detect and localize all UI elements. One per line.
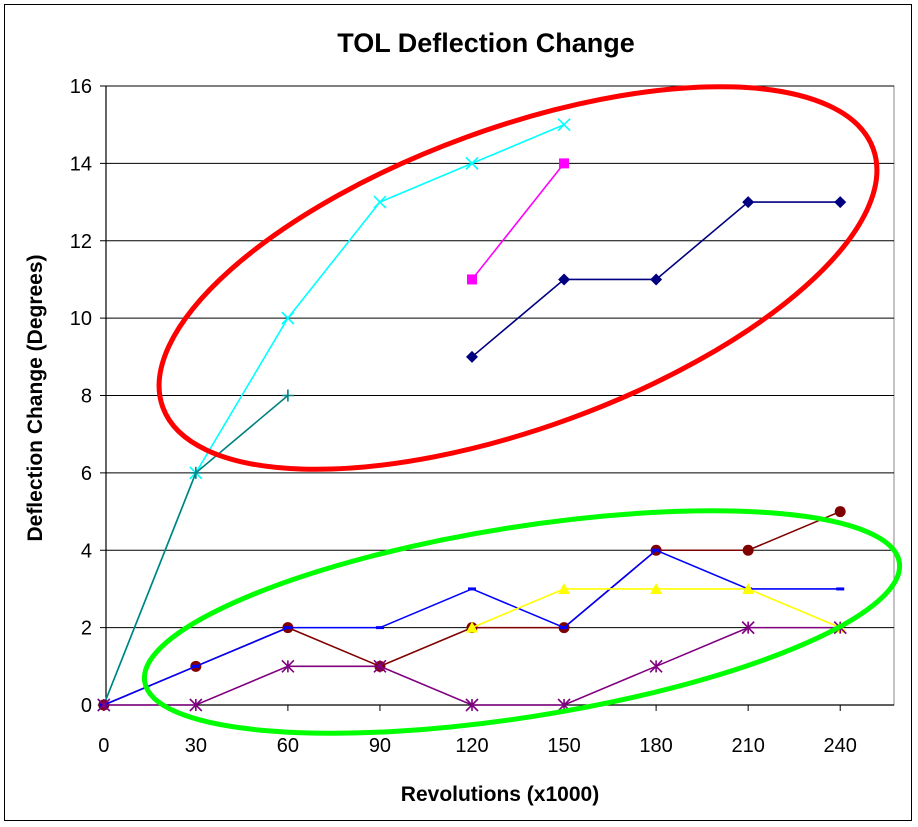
series-asterisk-point bbox=[97, 698, 111, 712]
y-tick-label: 6 bbox=[81, 463, 92, 485]
series-diamond-point bbox=[650, 273, 663, 286]
x-tick-label: 240 bbox=[824, 735, 857, 757]
series-diamond-point bbox=[466, 350, 478, 363]
y-axis-title: Deflection Change (Degrees) bbox=[24, 254, 47, 541]
x-tick-label: 150 bbox=[547, 735, 580, 757]
y-tick-label: 16 bbox=[70, 76, 92, 98]
series-plus-point bbox=[281, 389, 294, 402]
x-tick-label: 30 bbox=[185, 735, 207, 757]
series-diamond-point bbox=[558, 273, 571, 286]
y-tick-label: 0 bbox=[81, 695, 92, 717]
y-tick-label: 2 bbox=[81, 618, 92, 640]
x-axis-title: Revolutions (x1000) bbox=[401, 783, 599, 806]
series-asterisk-point bbox=[189, 698, 203, 712]
x-tick-label: 120 bbox=[455, 735, 488, 757]
series-square-line bbox=[471, 162, 565, 280]
x-tick-label: 60 bbox=[277, 735, 299, 757]
series-asterisk-point bbox=[465, 698, 479, 712]
series-dash-point bbox=[283, 626, 292, 630]
annotation-ellipse-green bbox=[141, 508, 903, 736]
series-x-point bbox=[373, 195, 387, 209]
series-dash-point bbox=[836, 587, 845, 591]
series-triangle-point bbox=[558, 582, 571, 594]
series-dash-point bbox=[652, 548, 661, 552]
series-asterisk-point bbox=[373, 659, 387, 673]
y-tick-labels: 0 2 4 6 8 10 12 14 16 bbox=[70, 76, 92, 717]
series-x-point bbox=[281, 311, 295, 325]
x-tick-label: 90 bbox=[369, 735, 391, 757]
chart-title: TOL Deflection Change bbox=[337, 28, 635, 58]
series-triangle-point bbox=[650, 582, 663, 594]
series-dash-point bbox=[191, 664, 200, 668]
series-circle-point bbox=[742, 544, 754, 556]
series-circle-point bbox=[834, 506, 846, 518]
series-x-point bbox=[465, 156, 479, 170]
series-plus-point bbox=[189, 466, 202, 479]
series-square bbox=[467, 158, 570, 285]
series-square-point bbox=[467, 274, 477, 285]
series-diamond-point bbox=[742, 196, 755, 209]
series-dash-point bbox=[375, 626, 384, 630]
series-diamond-point bbox=[834, 196, 847, 209]
x-tick-label: 210 bbox=[731, 735, 764, 757]
y-tick-label: 4 bbox=[81, 540, 92, 562]
annotation-layer bbox=[141, 84, 903, 736]
series-asterisk-point bbox=[649, 659, 663, 673]
series-dash-point bbox=[468, 587, 476, 591]
y-tick-label: 10 bbox=[70, 308, 92, 330]
series-x-point bbox=[557, 118, 571, 132]
series-diamond bbox=[466, 196, 847, 363]
series-dash-point bbox=[560, 626, 569, 630]
y-tick-label: 12 bbox=[70, 231, 92, 253]
x-tick-label: 0 bbox=[98, 735, 109, 757]
annotation-ellipse-red bbox=[156, 84, 880, 472]
series-triangle-point bbox=[466, 621, 478, 633]
y-tick-label: 8 bbox=[81, 386, 92, 408]
series-triangle-point bbox=[742, 582, 755, 594]
series-asterisk-point bbox=[281, 659, 295, 673]
series-square-point bbox=[559, 158, 570, 169]
series-asterisk-point bbox=[741, 621, 755, 635]
x-tick-label: 180 bbox=[639, 735, 672, 757]
x-tick-labels: 0 30 60 90 120 150 180 210 240 bbox=[98, 705, 857, 757]
y-tick-label: 14 bbox=[70, 153, 92, 175]
